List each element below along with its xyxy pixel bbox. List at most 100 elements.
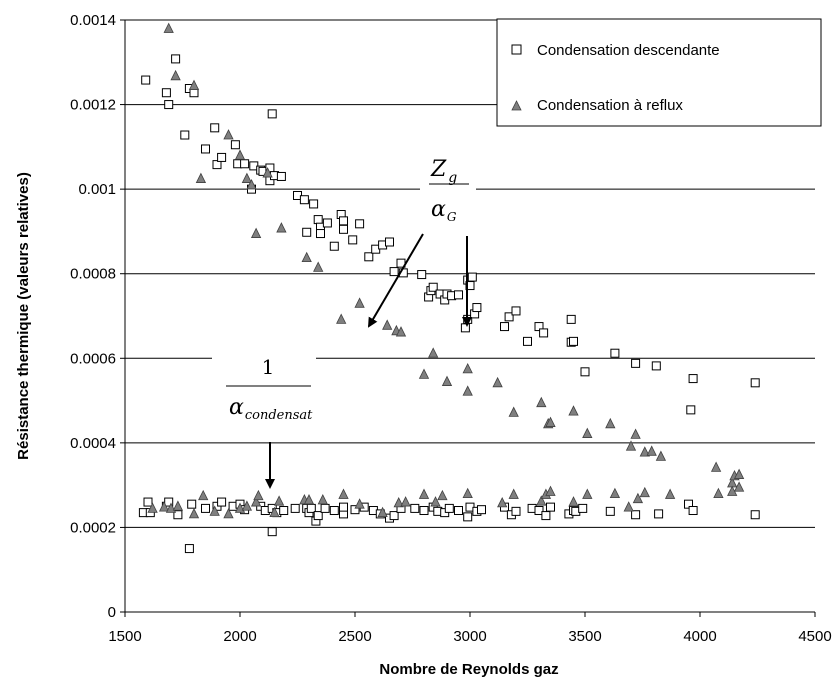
data-point-descendante [173,510,183,520]
data-point-reflux [582,427,593,438]
data-point-descendante [472,303,482,313]
data-point-descendante [322,218,332,228]
data-point-descendante [299,195,309,205]
data-point-descendante [184,544,194,554]
data-point-descendante [428,282,438,292]
data-point-descendante [320,503,330,513]
data-point-reflux [223,508,234,519]
data-point-descendante [230,140,240,150]
data-point-descendante [313,511,323,521]
data-point-descendante [302,227,312,237]
data-point-reflux [147,502,158,513]
data-point-descendante [534,506,544,516]
data-point-descendante [750,510,760,520]
axes [120,19,816,617]
data-point-reflux [545,416,556,427]
y-tick-label: 0.0004 [70,435,116,452]
data-point-reflux [269,506,280,518]
annotation-condensat-background [212,346,316,422]
legend-square-marker-icon [511,44,522,55]
data-point-reflux [710,461,722,472]
data-point-descendante [350,505,360,515]
data-point-reflux [250,496,262,507]
data-point-reflux [639,446,650,457]
data-point-descendante [605,506,615,516]
data-point-reflux [623,501,634,512]
data-point-reflux [262,167,273,178]
data-point-descendante [477,505,486,515]
data-marks [138,22,760,554]
y-tick-label: 0.0006 [70,350,116,367]
x-tick-labels: 1500 2000 2500 3000 3500 4000 4500 [108,628,831,645]
data-point-reflux [170,69,181,81]
data-point-reflux [568,496,579,507]
y-tick-label: 0.001 [78,181,116,198]
data-point-reflux [400,496,411,507]
data-point-descendante [389,511,399,521]
data-point-reflux [273,495,285,506]
data-point-reflux [428,347,439,358]
data-point-reflux [462,487,473,498]
data-point-reflux [188,79,200,90]
data-point-reflux [430,496,441,507]
data-point-descendante [523,336,532,346]
data-point-descendante [339,216,348,226]
data-point-reflux [172,500,184,511]
y-tick-label: 0 [108,604,116,621]
legend-label-reflux: Condensation à reflux [537,97,683,114]
data-point-descendante [631,358,641,368]
y-tick-labels: 0 0.0002 0.0004 0.0006 0.0008 0.001 0.0012 0.00… [70,12,116,621]
data-point-reflux [727,485,738,496]
x-tick-label: 3000 [453,628,486,645]
y-tick-label: 0.0012 [70,97,116,114]
annotation-one-over-alpha-condensat: 1 αcondensat [212,346,316,423]
data-point-descendante [385,237,394,247]
data-point-descendante [504,312,514,322]
data-point-descendante [463,512,473,522]
x-tick-label: 1500 [108,628,141,645]
data-point-descendante [141,75,151,85]
legend-triangle-marker-icon [511,100,522,111]
data-point-descendante [201,503,210,513]
data-point-reflux [276,222,287,233]
data-point-descendante [546,502,555,512]
data-point-descendante [329,506,339,516]
x-tick-label: 2000 [223,628,256,645]
data-point-descendante [276,171,286,181]
data-point-descendante [355,219,365,229]
data-point-reflux [733,468,745,479]
y-axis-label: Résistance thermique (valeurs relatives) [15,172,32,460]
data-point-descendante [454,506,463,516]
data-point-reflux [303,494,315,505]
data-point-descendante [313,215,323,225]
y-tick-label: 0.0014 [70,12,116,29]
data-point-reflux [508,406,519,417]
data-point-reflux [497,497,508,508]
data-point-reflux [508,488,519,499]
annotation-zg-denominator: αG [431,197,457,224]
data-point-reflux [377,506,388,518]
data-point-descendante [569,336,578,346]
data-point-reflux [250,227,262,238]
legend-label-descendante: Condensation descendante [537,42,720,59]
data-point-descendante [240,159,250,169]
data-point-reflux [462,362,473,374]
data-point-reflux [605,417,616,429]
data-point-reflux [492,376,503,388]
data-point-reflux [441,375,453,386]
data-point-descendante [631,510,641,520]
data-point-descendante [316,229,325,239]
data-point-descendante [164,497,174,507]
data-point-reflux [639,486,650,498]
data-point-reflux [241,172,253,183]
data-point-descendante [500,322,509,332]
data-point-reflux [536,495,547,506]
data-point-descendante [566,314,576,324]
data-point-reflux [437,489,448,501]
y-tick-label: 0.0008 [70,266,116,283]
data-point-descendante [364,252,374,262]
data-point-reflux [568,405,579,416]
annotation-zg-background [420,166,476,222]
